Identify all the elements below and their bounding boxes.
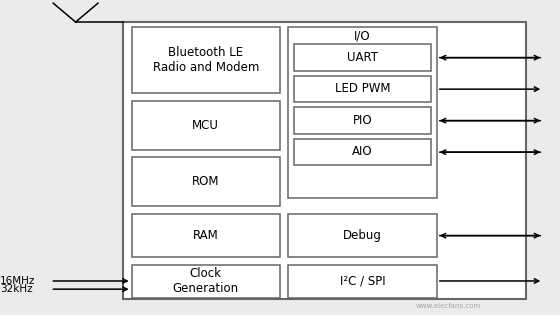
Text: PIO: PIO xyxy=(353,114,372,127)
Text: 16MHz: 16MHz xyxy=(0,276,35,286)
Bar xyxy=(294,76,431,102)
Bar xyxy=(288,27,437,198)
Text: 32kHz: 32kHz xyxy=(0,284,32,294)
Text: Bluetooth LE
Radio and Modem: Bluetooth LE Radio and Modem xyxy=(153,46,259,74)
Bar xyxy=(132,265,280,298)
Text: AIO: AIO xyxy=(352,146,373,158)
Bar xyxy=(288,214,437,257)
Bar xyxy=(294,139,431,165)
Text: LED PWM: LED PWM xyxy=(335,83,390,95)
Text: Clock
Generation: Clock Generation xyxy=(172,267,239,295)
Text: MCU: MCU xyxy=(193,119,219,132)
Bar xyxy=(132,214,280,257)
Bar xyxy=(294,44,431,71)
Text: ROM: ROM xyxy=(192,175,220,188)
Bar xyxy=(132,27,280,93)
Text: I/O: I/O xyxy=(354,30,371,43)
Bar xyxy=(294,107,431,134)
Text: I²C / SPI: I²C / SPI xyxy=(340,275,385,288)
Text: Debug: Debug xyxy=(343,229,382,242)
Bar xyxy=(132,101,280,150)
Text: UART: UART xyxy=(347,51,378,64)
Bar xyxy=(288,265,437,298)
Bar xyxy=(132,158,280,206)
Bar xyxy=(123,22,526,299)
Text: www.elecfans.com: www.elecfans.com xyxy=(416,303,480,309)
Text: RAM: RAM xyxy=(193,229,218,242)
